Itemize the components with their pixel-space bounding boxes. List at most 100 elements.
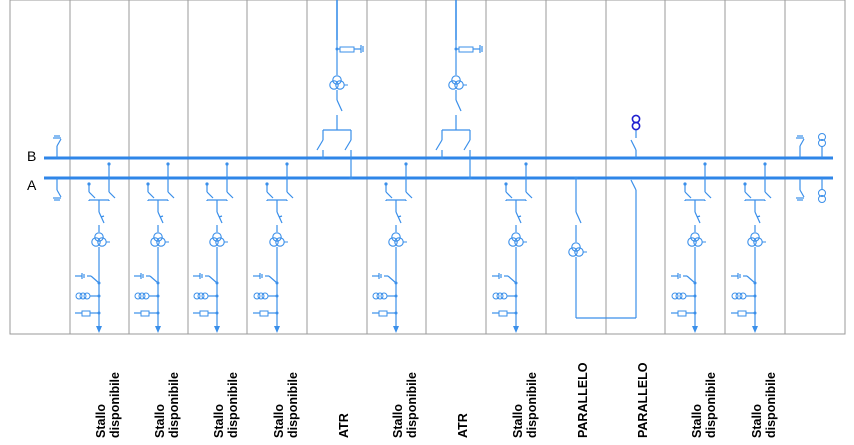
breaker-icon bbox=[515, 211, 522, 232]
current-transformer-icon bbox=[269, 232, 288, 247]
current-transformer-icon bbox=[448, 75, 467, 90]
bay-label-line2: disponibile bbox=[286, 372, 300, 438]
bay-label-parallel: PARALLELO bbox=[546, 338, 606, 438]
surge-arrester-icon bbox=[134, 310, 158, 317]
surge-arrester-icon bbox=[75, 310, 99, 317]
breaker-icon bbox=[454, 45, 483, 53]
surge-arrester-icon bbox=[731, 310, 755, 317]
bay-label-line1: Stallo bbox=[153, 403, 167, 438]
bay-label-line1: Stallo bbox=[212, 403, 226, 438]
current-transformer-icon bbox=[209, 232, 228, 247]
current-transformer-icon bbox=[388, 232, 407, 247]
bay-label-atr: ATR bbox=[426, 338, 486, 438]
bay-label-line1: Stallo bbox=[391, 403, 405, 438]
feeder-bay-7 bbox=[492, 162, 533, 333]
earthing-switch-icon bbox=[134, 273, 144, 279]
current-transformer-icon bbox=[150, 232, 169, 247]
voltage-transformer-icon bbox=[818, 133, 826, 158]
bay-label-available: Stallo disponibile bbox=[660, 338, 720, 438]
bay-label-line1: Stallo bbox=[690, 403, 704, 438]
breaker-icon bbox=[335, 45, 364, 53]
busbar-earthing-left bbox=[53, 135, 62, 201]
arrow-down-icon bbox=[96, 326, 102, 333]
feeder-bay-0 bbox=[75, 162, 116, 333]
disconnector-icon bbox=[743, 162, 772, 201]
arrow-down-icon bbox=[393, 326, 399, 333]
feeder-bay-10 bbox=[671, 162, 712, 333]
busbar-b-label: B bbox=[27, 148, 37, 164]
bay-label-line1: Stallo bbox=[94, 403, 108, 438]
busbar-b bbox=[44, 156, 833, 160]
current-transformer-icon bbox=[747, 232, 766, 247]
earthing-switch-icon bbox=[492, 273, 502, 279]
voltage-transformer-icon bbox=[492, 292, 516, 300]
bay-label-available: Stallo disponibile bbox=[182, 338, 242, 438]
voltage-transformer-icon bbox=[75, 292, 99, 300]
disconnector-icon bbox=[504, 162, 533, 201]
voltage-transformer-icon bbox=[134, 292, 158, 300]
surge-arrester-icon bbox=[492, 310, 516, 317]
breaker-icon bbox=[754, 211, 761, 232]
bay-label-line2: disponibile bbox=[108, 372, 122, 438]
bay-label-available: Stallo disponibile bbox=[64, 338, 124, 438]
disconnector-icon bbox=[265, 162, 294, 201]
feeder-bay-11 bbox=[731, 162, 772, 333]
voltage-transformer-icon bbox=[372, 292, 396, 300]
earthing-switch-icon bbox=[193, 273, 203, 279]
feeder-bay-2 bbox=[193, 162, 234, 333]
arrow-down-icon bbox=[692, 326, 698, 333]
current-transformer-icon bbox=[91, 232, 110, 247]
disconnector-icon bbox=[87, 162, 116, 201]
bay-label-parallel: PARALLELO bbox=[606, 338, 666, 438]
disconnector-icon bbox=[384, 162, 413, 201]
bay-label-line1: Stallo bbox=[272, 403, 286, 438]
feeder-bay-1 bbox=[134, 162, 175, 333]
current-transformer-icon bbox=[687, 232, 706, 247]
bay-label-line2: disponibile bbox=[167, 372, 181, 438]
feeder-bay-5 bbox=[372, 162, 413, 333]
voltage-transformer-icon bbox=[631, 114, 641, 131]
earthing-switch-icon bbox=[372, 273, 382, 279]
breaker-icon bbox=[157, 211, 164, 232]
bay-label-line2: disponibile bbox=[525, 372, 539, 438]
bay-label-line2: disponibile bbox=[704, 372, 718, 438]
surge-arrester-icon bbox=[193, 310, 217, 317]
bus-coupler bbox=[568, 114, 641, 319]
breaker-icon bbox=[694, 211, 701, 232]
current-transformer-icon bbox=[508, 232, 527, 247]
arrow-down-icon bbox=[513, 326, 519, 333]
surge-arrester-icon bbox=[671, 310, 695, 317]
voltage-transformer-icon bbox=[731, 292, 755, 300]
bay-label-line1: ATR bbox=[337, 413, 351, 438]
earthing-switch-icon bbox=[671, 273, 681, 279]
bay-label-line1: Stallo bbox=[511, 403, 525, 438]
current-transformer-icon bbox=[568, 242, 587, 257]
earthing-switch-icon bbox=[75, 273, 85, 279]
bay-label-line1: ATR bbox=[456, 413, 470, 438]
atr-bay-4 bbox=[316, 0, 364, 180]
earthing-switch-icon bbox=[253, 273, 263, 279]
arrow-down-icon bbox=[752, 326, 758, 333]
bay-label-line2: disponibile bbox=[405, 372, 419, 438]
bay-label-available: Stallo disponibile bbox=[242, 338, 302, 438]
busbar-a-label: A bbox=[27, 177, 37, 193]
disconnector-icon bbox=[683, 162, 712, 201]
bay-label-available: Stallo disponibile bbox=[123, 338, 183, 438]
arrow-down-icon bbox=[155, 326, 161, 333]
bay-label-line2: disponibile bbox=[226, 372, 240, 438]
voltage-transformer-icon bbox=[193, 292, 217, 300]
atr-bay-6 bbox=[435, 0, 483, 180]
breaker-icon bbox=[395, 211, 402, 232]
bay-label-line2: disponibile bbox=[764, 372, 778, 438]
breaker-icon bbox=[98, 211, 105, 232]
breaker-icon bbox=[276, 211, 283, 232]
voltage-transformer-icon bbox=[818, 178, 826, 203]
bay-label-available: Stallo disponibile bbox=[481, 338, 541, 438]
arrow-down-icon bbox=[214, 326, 220, 333]
disconnector-icon bbox=[205, 162, 234, 201]
feeder-bay-3 bbox=[253, 162, 294, 333]
bay-label-available: Stallo disponibile bbox=[720, 338, 780, 438]
earthing-switch-icon bbox=[731, 273, 741, 279]
arrow-down-icon bbox=[274, 326, 280, 333]
